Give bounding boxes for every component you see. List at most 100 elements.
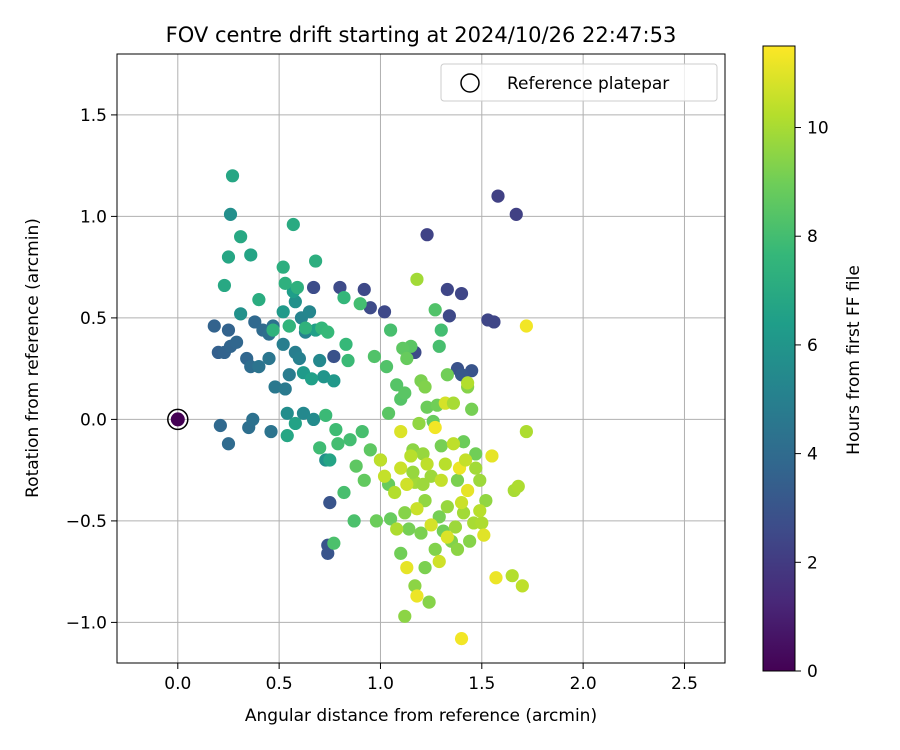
plot-frame: [116, 53, 726, 664]
scatter-point: [357, 473, 371, 487]
colorbar-ticks: 0 2 4 6 8 10: [795, 119, 829, 682]
scatter-point: [373, 453, 388, 467]
scatter-point: [319, 408, 333, 422]
scatter-point: [276, 260, 290, 274]
scatter-point: [428, 542, 442, 556]
scatter-point: [276, 305, 290, 319]
scatter-point: [394, 424, 408, 439]
scatter-point: [221, 437, 236, 451]
scatter-point: [418, 380, 432, 394]
scatter-point: [221, 323, 236, 337]
scatter-point: [266, 323, 280, 337]
scatter-point: [304, 372, 319, 386]
scatter-point: [400, 560, 414, 575]
scatter-point: [410, 589, 424, 603]
scatter-point: [213, 418, 227, 433]
x-tick-label: 0.5: [266, 674, 293, 694]
scatter-point: [323, 453, 337, 467]
scatter-point: [456, 506, 471, 520]
scatter-point: [288, 416, 302, 431]
chart-title: FOV centre drift starting at 2024/10/26 …: [166, 23, 677, 47]
scatter-point: [432, 554, 446, 569]
scatter-point: [479, 494, 493, 508]
scatter-point: [217, 278, 232, 293]
scatter-point: [416, 447, 430, 461]
reference-point-ring: [167, 408, 189, 431]
scatter-point: [341, 353, 355, 368]
scatter-point: [454, 632, 469, 646]
scatter-point: [428, 420, 442, 435]
scatter-point: [313, 441, 327, 455]
x-tick-label: 1.5: [468, 674, 495, 694]
scatter-point: [469, 447, 483, 461]
scatter-points: [207, 169, 533, 646]
scatter-point: [434, 323, 448, 337]
y-tick-label: −1.0: [66, 613, 107, 633]
scatter-point: [410, 502, 424, 516]
colorbar: 0 2 4 6 8 10: [762, 45, 829, 682]
scatter-point: [410, 272, 424, 286]
y-tick-label: 0.0: [80, 410, 107, 430]
scatter-point: [309, 254, 323, 268]
scatter-point: [418, 494, 432, 508]
scatter-point: [282, 319, 296, 333]
colorbar-tick-label: 0: [807, 662, 818, 682]
scatter-point: [416, 477, 430, 491]
scatter-point: [379, 360, 394, 374]
legend: Reference platepar: [440, 63, 718, 102]
scatter-point: [377, 469, 392, 483]
scatter-point: [428, 303, 442, 317]
scatter-point: [402, 522, 416, 536]
scatter-point: [349, 459, 363, 473]
scatter-point: [329, 422, 343, 437]
x-axis-ticks: 0.0 0.5 1.0 1.5 2.0 2.5: [164, 663, 698, 694]
scatter-point: [446, 396, 461, 410]
scatter-point: [278, 276, 292, 290]
scatter-point: [327, 374, 341, 388]
y-tick-label: −0.5: [66, 512, 107, 532]
scatter-point: [276, 337, 290, 351]
scatter-point: [252, 293, 266, 307]
scatter-point: [298, 321, 313, 335]
scatter-point: [400, 351, 414, 366]
scatter-point: [292, 351, 306, 366]
scatter-point: [264, 424, 278, 439]
scatter-point: [477, 528, 491, 542]
scatter-point: [234, 230, 248, 244]
colorbar-tick-label: 4: [807, 445, 818, 465]
scatter-point: [252, 360, 266, 374]
scatter-point: [440, 530, 454, 544]
scatter-point: [223, 207, 238, 221]
x-tick-label: 2.0: [570, 674, 597, 694]
scatter-point: [229, 335, 244, 349]
scatter-point: [519, 319, 533, 333]
scatter-point: [454, 496, 469, 510]
x-tick-label: 0.0: [164, 674, 191, 694]
scatter-point: [321, 546, 335, 560]
scatter-point: [473, 504, 487, 518]
x-tick-label: 1.0: [367, 674, 394, 694]
colorbar-tick-label: 6: [807, 336, 818, 356]
scatter-point: [475, 516, 489, 530]
scatter-point: [398, 506, 412, 520]
scatter-point: [337, 291, 351, 305]
scatter-point: [343, 433, 357, 447]
scatter-point: [396, 341, 410, 355]
scatter-point: [519, 424, 533, 439]
scatter-point: [339, 337, 353, 351]
grid-lines: [117, 54, 725, 663]
scatter-point: [491, 189, 505, 203]
legend-marker: [460, 73, 480, 93]
scatter-point: [414, 526, 428, 540]
scatter-point: [432, 339, 446, 353]
scatter-point: [394, 546, 408, 560]
scatter-point: [388, 485, 402, 500]
scatter-point: [317, 370, 331, 384]
scatter-point: [465, 402, 479, 416]
scatter-point: [420, 228, 434, 242]
colorbar-tick-label: 8: [807, 227, 818, 247]
scatter-point: [456, 435, 471, 449]
scatter-point: [221, 250, 236, 264]
y-axis-label: Rotation from reference (arcmin): [23, 218, 43, 498]
